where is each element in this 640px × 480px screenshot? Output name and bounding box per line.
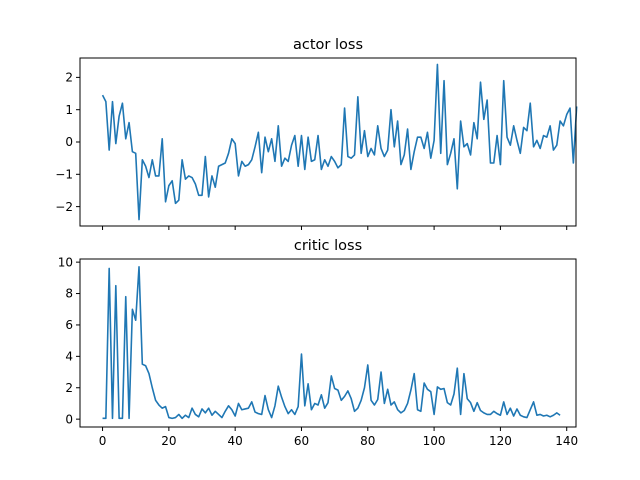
actor-loss-x-ticks xyxy=(102,226,568,230)
actor-loss-panel: actor loss −2 −1 0 1 2 xyxy=(55,37,578,230)
critic-loss-x-tick-label: 120 xyxy=(489,434,512,448)
critic-loss-y-ticks: 0 2 4 6 8 10 xyxy=(58,255,80,426)
critic-loss-axes-frame xyxy=(79,258,577,428)
critic-loss-x-tick-label: 0 xyxy=(99,434,107,448)
actor-loss-axes-frame xyxy=(79,57,577,227)
actor-loss-y-tick-label: 1 xyxy=(65,103,73,117)
critic-loss-panel: critic loss 0 2 4 6 8 10 0 20 40 60 80 100 120 140 xyxy=(58,238,578,448)
critic-loss-x-tick-label: 20 xyxy=(161,434,176,448)
critic-loss-y-tick-label: 0 xyxy=(65,412,73,426)
critic-loss-x-tick-label: 140 xyxy=(555,434,578,448)
actor-loss-y-tick-label: 2 xyxy=(65,71,73,85)
actor-loss-y-ticks: −2 −1 0 1 2 xyxy=(55,71,80,214)
actor-loss-line xyxy=(101,63,578,221)
critic-loss-line xyxy=(102,266,561,420)
critic-loss-x-tick-label: 100 xyxy=(423,434,446,448)
actor-loss-y-tick-label: −1 xyxy=(55,168,73,182)
critic-loss-y-tick-label: 10 xyxy=(58,255,73,269)
actor-loss-y-tick-label: 0 xyxy=(65,135,73,149)
critic-loss-y-tick-label: 2 xyxy=(65,381,73,395)
critic-loss-x-tick-label: 40 xyxy=(228,434,243,448)
critic-loss-title: critic loss xyxy=(294,238,362,254)
critic-loss-y-tick-label: 8 xyxy=(65,287,73,301)
critic-loss-x-ticks: 0 20 40 60 80 100 120 140 xyxy=(99,427,578,448)
critic-loss-y-tick-label: 4 xyxy=(65,350,73,364)
critic-loss-y-tick-label: 6 xyxy=(65,318,73,332)
actor-loss-y-tick-label: −2 xyxy=(55,200,73,214)
critic-loss-x-tick-label: 60 xyxy=(294,434,309,448)
critic-loss-x-tick-label: 80 xyxy=(360,434,375,448)
actor-loss-title: actor loss xyxy=(293,37,363,53)
